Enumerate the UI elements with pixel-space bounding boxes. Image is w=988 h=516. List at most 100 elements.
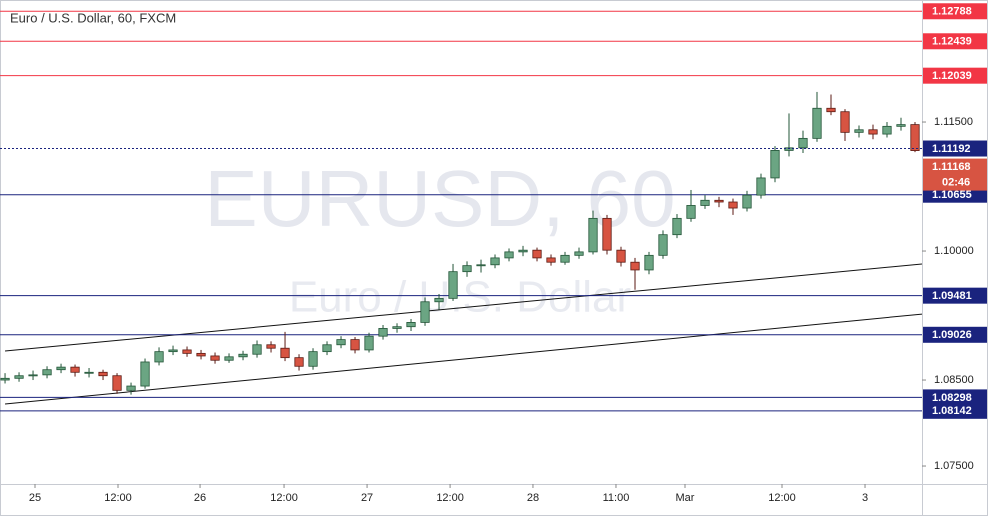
candle-body: [812, 107, 822, 139]
level-label-bg: [923, 67, 987, 84]
countdown: 02:46: [942, 176, 970, 188]
candle-body: [882, 125, 892, 135]
candle-body: [798, 137, 808, 149]
level-label: 1.08142: [932, 405, 972, 417]
level-label: 1.12439: [932, 36, 972, 48]
candle-body: [826, 107, 836, 113]
candle-body: [252, 344, 262, 355]
candle-body: [434, 297, 444, 303]
candle-body: [574, 251, 584, 256]
candle-body: [476, 264, 486, 267]
candle-body: [126, 385, 136, 391]
y-tick-label: 1.08500: [934, 374, 974, 386]
candle-body: [756, 177, 766, 196]
level-label-bg: [923, 389, 987, 406]
candle-body: [784, 147, 794, 151]
level-label-bg: [923, 402, 987, 419]
candle-body: [140, 361, 150, 387]
candle-body: [840, 111, 850, 133]
candle-body: [490, 257, 500, 266]
candle-body: [294, 357, 304, 367]
level-label-bg: [923, 33, 987, 50]
candle-body: [224, 356, 234, 361]
candle-body: [182, 349, 192, 354]
level-label-bg: [923, 287, 987, 304]
candle-body: [770, 150, 780, 179]
level-label: 1.10655: [932, 189, 972, 201]
candle-body: [280, 347, 290, 359]
chart-title: Euro / U.S. Dollar, 60, FXCM: [10, 10, 176, 25]
x-tick-label: 11:00: [603, 492, 630, 504]
candle-body: [462, 265, 472, 273]
candle-body: [420, 301, 430, 323]
candle-body: [42, 369, 52, 376]
x-tick-label: 12:00: [104, 492, 132, 504]
candle-body: [154, 351, 164, 363]
candle-body: [504, 251, 514, 259]
candle-body: [630, 261, 640, 271]
candle-body: [602, 217, 612, 251]
watermark-sub: Euro / U.S. Dollar: [289, 273, 631, 322]
candle-body: [350, 339, 360, 351]
candle-body: [0, 377, 10, 381]
trend-line: [4, 313, 923, 405]
candle-body: [112, 375, 122, 391]
candle-body: [546, 257, 556, 263]
level-label: 1.08298: [932, 392, 972, 404]
x-tick-label: 25: [29, 492, 41, 504]
candle-body: [658, 234, 668, 256]
candle-body: [14, 375, 24, 379]
candle-body: [196, 352, 206, 357]
candle-body: [588, 217, 598, 253]
candle-body: [448, 271, 458, 299]
x-tick-label: 28: [527, 492, 539, 504]
candle-body: [70, 366, 80, 373]
price-line-label: 1.11192: [932, 143, 971, 155]
candle-body: [518, 249, 528, 253]
y-tick-label: 1.11500: [934, 116, 973, 128]
level-label: 1.12039: [932, 70, 972, 82]
candle-body: [378, 328, 388, 337]
x-tick-label: 3: [862, 492, 868, 504]
trend-line: [4, 263, 923, 352]
x-tick-label: Mar: [676, 492, 695, 504]
level-label-bg: [923, 3, 987, 20]
candle-body: [742, 194, 752, 209]
level-label: 1.09026: [932, 329, 972, 341]
candle-body: [28, 374, 38, 377]
candle-body: [266, 344, 276, 349]
candle-body: [336, 339, 346, 346]
candle-body: [322, 344, 332, 353]
candle-body: [210, 355, 220, 361]
candle-body: [728, 201, 738, 209]
y-tick-label: 1.10000: [934, 245, 974, 257]
candle-body: [364, 335, 374, 351]
x-tick-label: 27: [361, 492, 373, 504]
candle-body: [56, 366, 66, 371]
candle-body: [714, 199, 724, 203]
candle-body: [616, 249, 626, 263]
candle-body: [168, 349, 178, 353]
y-tick-label: 1.07500: [934, 460, 974, 472]
candle-body: [700, 199, 710, 206]
candle-body: [406, 322, 416, 328]
candle-body: [896, 124, 906, 127]
candle-body: [308, 351, 318, 367]
candle-body: [532, 249, 542, 259]
x-tick-label: 12:00: [270, 492, 298, 504]
level-label-bg: [923, 186, 987, 203]
last-price-label: 1.11168: [932, 161, 971, 173]
candle-body: [868, 129, 878, 135]
candle-body: [686, 205, 696, 219]
candle-body: [392, 326, 402, 329]
candle-body: [560, 254, 570, 263]
candle-body: [98, 371, 108, 377]
candle-body: [644, 254, 654, 271]
price-line-label-bg: [923, 140, 987, 157]
level-label: 1.09481: [932, 290, 972, 302]
candle-body: [238, 353, 248, 358]
level-label-bg: [923, 326, 987, 343]
candle-body: [84, 371, 94, 374]
last-price-bg: [923, 158, 987, 191]
